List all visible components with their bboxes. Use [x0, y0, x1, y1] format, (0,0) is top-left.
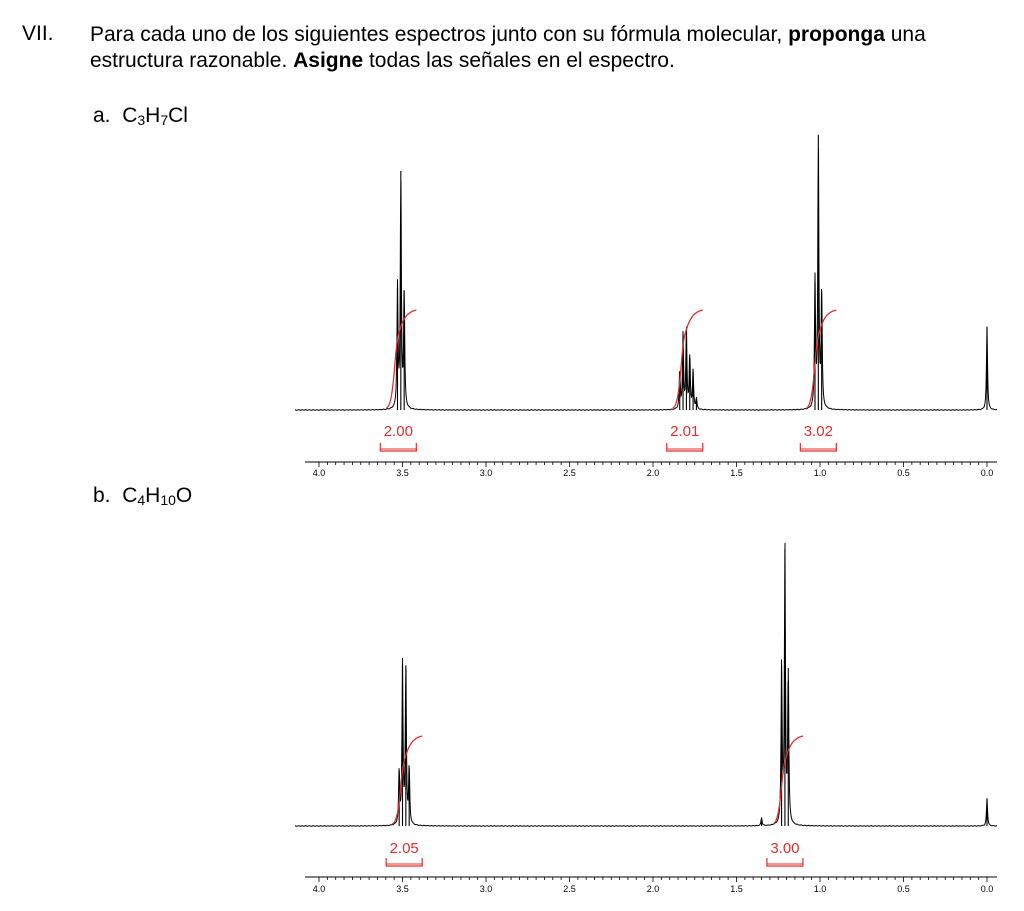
- tick-label: 3.0: [480, 468, 493, 478]
- part-b-letter: b.: [93, 484, 111, 507]
- tick-label: 2.0: [647, 884, 660, 894]
- integration-bracket: [766, 858, 804, 867]
- tick-label: 2.0: [647, 468, 660, 478]
- tick-label: 0.5: [897, 468, 910, 478]
- nmr-spectrum-a: 2.00 2.01 3.02 4.0 3.5 3.0 2.5 2.0 1.5 1.0 0.5 0.0: [294, 134, 998, 478]
- part-b-formula-tail: O: [175, 484, 193, 507]
- integration-bracket: [799, 443, 837, 452]
- integration-label: 2.00: [384, 423, 413, 440]
- tick-label: 1.5: [730, 884, 743, 894]
- question-bold-1: proponga: [788, 23, 885, 46]
- tick-label: 0.0: [981, 468, 994, 478]
- tick-label: 2.5: [563, 884, 576, 894]
- integral-curve: [385, 309, 417, 409]
- tick-label: 0.5: [897, 884, 910, 894]
- question-text-1: Para cada uno de los siguientes espectro…: [90, 23, 789, 46]
- nmr-spectrum-b: 2.05 3.00 4.0 3.5 3.0 2.5 2.0 1.5 1.0 0.5 0.0: [294, 542, 998, 894]
- spectrum-a-trace: [294, 147, 998, 411]
- integration-label: 3.00: [770, 840, 799, 857]
- tick-label: 1.0: [814, 468, 827, 478]
- tick-label: 3.5: [396, 468, 409, 478]
- question-text-3: todas las señales en el espectro.: [363, 49, 675, 72]
- integration-label: 3.02: [804, 423, 833, 440]
- tick-label: 4.0: [313, 468, 326, 478]
- part-a-formula-h: 7: [160, 112, 169, 128]
- part-a-formula-tail: Cl: [168, 104, 188, 127]
- tick-label: 3.5: [396, 884, 409, 894]
- integration-bracket: [379, 443, 417, 452]
- question-text: Para cada uno de los siguientes espectro…: [90, 22, 1000, 74]
- integration-label: 2.05: [390, 840, 419, 857]
- integration-bracket: [385, 858, 423, 867]
- integration-bracket: [666, 443, 704, 452]
- tick-label: 1.0: [814, 884, 827, 894]
- part-b-formula-c: 4: [137, 492, 146, 508]
- integral-curve: [672, 309, 703, 409]
- tick-label: 2.5: [563, 468, 576, 478]
- part-a-letter: a.: [93, 104, 111, 127]
- tick-label: 1.5: [730, 468, 743, 478]
- integration-label: 2.01: [670, 423, 699, 440]
- integral-curve: [772, 735, 804, 825]
- spectrum-b-trace: [294, 542, 998, 827]
- part-b-formula: C4H10O: [122, 484, 193, 508]
- part-a-formula: C3H7Cl: [122, 104, 188, 128]
- tick-label: 0.0: [981, 884, 994, 894]
- question-text-2: una estructura razonable.: [90, 23, 926, 72]
- part-a-label: a. C3H7Cl: [93, 104, 188, 128]
- question-number: VII.: [22, 22, 54, 45]
- integral-curve: [391, 735, 423, 825]
- tick-label: 4.0: [313, 884, 326, 894]
- tick-label: 3.0: [480, 884, 493, 894]
- part-a-formula-c: 3: [137, 112, 146, 128]
- question-bold-2: Asigne: [293, 49, 364, 72]
- integral-curve: [805, 309, 837, 409]
- part-b-label: b. C4H10O: [93, 484, 192, 508]
- part-b-formula-h: 10: [160, 492, 176, 508]
